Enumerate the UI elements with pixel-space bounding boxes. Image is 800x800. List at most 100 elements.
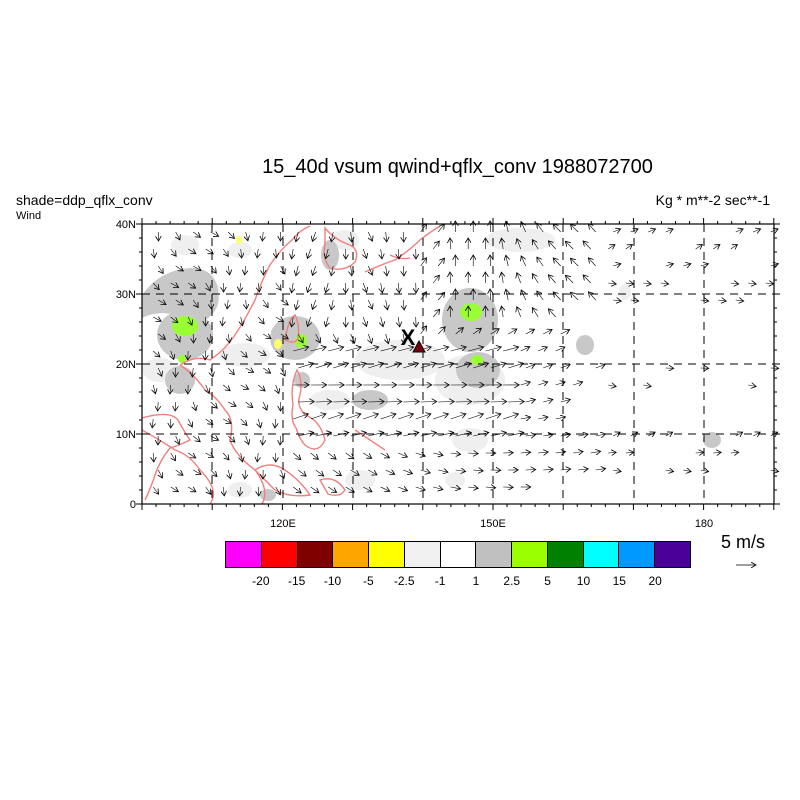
wind-vector — [276, 384, 279, 394]
wind-vector — [170, 248, 177, 256]
wind-vector — [420, 292, 427, 301]
wind-vector — [538, 382, 548, 385]
wind-vector — [241, 248, 242, 258]
wind-vector — [643, 283, 651, 284]
wind-vector — [450, 414, 466, 420]
wind-vector — [293, 452, 301, 460]
wind-vector — [521, 290, 526, 301]
wind-vector — [307, 248, 310, 258]
wind-vector — [368, 231, 372, 241]
wind-vector — [560, 399, 571, 402]
wind-vector — [227, 435, 235, 442]
wind-vector — [246, 231, 248, 241]
wind-vector — [506, 221, 508, 233]
wind-vector — [665, 470, 674, 472]
wind-vector — [543, 400, 553, 403]
wind-vector — [713, 452, 721, 453]
wind-vector — [188, 487, 196, 492]
wind-vector — [770, 470, 779, 472]
wind-vector — [158, 367, 162, 376]
wind-vector — [245, 265, 246, 275]
wind-vector — [326, 282, 329, 293]
wind-vector — [211, 299, 212, 309]
wind-vector — [398, 282, 399, 293]
wind-vector — [553, 292, 561, 301]
wind-vector — [363, 486, 372, 492]
wind-vector — [293, 347, 309, 352]
wind-vector — [490, 402, 507, 403]
wind-vector — [695, 245, 703, 250]
wind-vector — [437, 224, 444, 233]
colorbar-label: -1 — [434, 574, 446, 588]
wind-vector — [263, 435, 264, 445]
wind-vector — [537, 257, 544, 267]
wind-vector — [310, 347, 327, 352]
colorbar-box — [369, 542, 405, 567]
wind-vector — [205, 453, 214, 458]
wind-vector — [548, 309, 556, 318]
wind-vector — [555, 347, 565, 351]
wind-vector — [240, 418, 247, 425]
wind-vector — [170, 384, 171, 394]
wind-vector — [525, 329, 535, 334]
wind-vector — [368, 333, 372, 343]
yellow-shading — [236, 236, 282, 349]
wind-vector — [380, 452, 390, 458]
colorbar-box — [619, 542, 656, 567]
wind-vector — [158, 333, 165, 339]
lon-axis-labels: 120E 150E 180 — [270, 518, 713, 530]
wind-vector — [538, 347, 547, 351]
wind-vector — [205, 486, 211, 494]
wind-vector — [158, 401, 159, 411]
wind-vector — [538, 452, 548, 453]
wind-vector — [595, 469, 606, 470]
wind-vector — [206, 282, 211, 291]
wind-vector — [665, 432, 673, 436]
colorbar-label: 1 — [472, 574, 480, 588]
wind-vector — [765, 283, 774, 284]
wind-vector — [223, 384, 230, 391]
colorbar-label: -5 — [363, 574, 374, 588]
wind-vector — [258, 384, 265, 391]
wind-vector — [506, 289, 508, 301]
wind-vector — [385, 432, 402, 436]
wind-vector — [331, 265, 333, 276]
wind-vector — [380, 347, 397, 352]
wind-vector — [450, 306, 451, 318]
wind-vector — [432, 309, 440, 318]
wind-vector — [153, 384, 155, 394]
wind-vector — [730, 452, 739, 453]
wind-vector — [188, 282, 195, 288]
wind-vector — [468, 347, 484, 352]
wind-vector — [176, 333, 180, 342]
wind-vector — [438, 402, 454, 403]
wind-vector — [368, 469, 377, 475]
wind-vector — [152, 418, 153, 428]
wind-vector — [275, 350, 283, 357]
wind-vector — [222, 248, 228, 256]
wind-vector — [368, 265, 372, 275]
wind-vector — [565, 241, 574, 250]
wind-vector — [245, 469, 246, 479]
wind-vector — [175, 401, 176, 411]
wind-vector — [450, 238, 451, 250]
wind-vector — [570, 258, 579, 267]
colorbar-label: 15 — [612, 574, 626, 588]
wind-vector — [263, 401, 267, 410]
wind-vector — [700, 300, 709, 301]
wind-vector — [188, 418, 192, 427]
wind-vector — [275, 317, 284, 322]
wind-vector — [386, 299, 388, 310]
wind-vector — [590, 451, 601, 453]
wind-vector — [158, 300, 166, 305]
wind-vector — [403, 299, 404, 310]
wind-vector — [508, 402, 524, 403]
wind-vector — [292, 282, 294, 293]
wind-vector — [351, 265, 352, 276]
colorbar-label: -15 — [288, 574, 306, 588]
storm-marker: X — [401, 325, 426, 353]
wind-vector — [176, 231, 180, 240]
wind-vector — [415, 487, 426, 490]
wind-vector — [228, 469, 230, 479]
lat-tick-label: 20N — [116, 359, 136, 371]
